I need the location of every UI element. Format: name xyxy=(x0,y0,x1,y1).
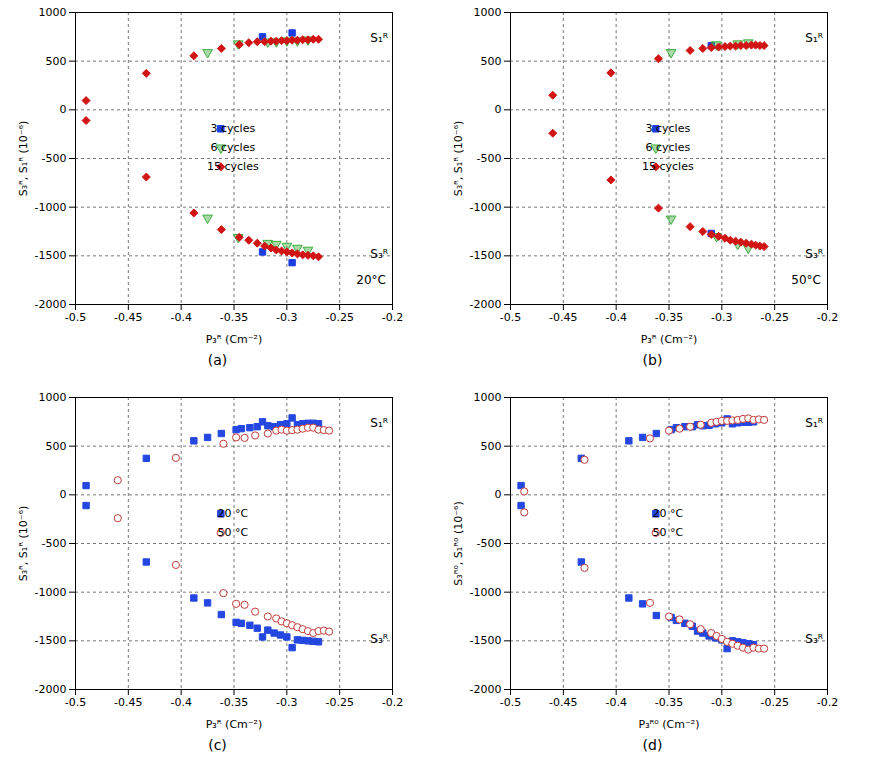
svg-text:3 cycles: 3 cycles xyxy=(210,122,255,135)
svg-text:0: 0 xyxy=(495,488,502,501)
svg-text:-0.2: -0.2 xyxy=(382,696,403,709)
svg-text:S₃ᴿ⁰, S₁ᴿ⁰ (10⁻⁶): S₃ᴿ⁰, S₁ᴿ⁰ (10⁻⁶) xyxy=(452,501,465,586)
svg-text:20°C: 20°C xyxy=(356,273,386,287)
svg-text:S₃ᴿ: S₃ᴿ xyxy=(370,247,388,261)
svg-text:-500: -500 xyxy=(42,537,67,550)
svg-text:P₃ᴿ (Cm⁻²): P₃ᴿ (Cm⁻²) xyxy=(206,333,263,346)
svg-text:15 cycles: 15 cycles xyxy=(642,160,694,173)
svg-text:1000: 1000 xyxy=(39,391,67,404)
svg-text:500: 500 xyxy=(481,440,502,453)
svg-text:S₁ᴿ: S₁ᴿ xyxy=(370,416,388,430)
svg-text:1000: 1000 xyxy=(474,6,502,19)
svg-text:-0.5: -0.5 xyxy=(65,311,86,324)
svg-text:-0.4: -0.4 xyxy=(170,311,191,324)
svg-text:P₃ᴿ (Cm⁻²): P₃ᴿ (Cm⁻²) xyxy=(641,333,698,346)
svg-text:S₁ᴿ: S₁ᴿ xyxy=(370,31,388,45)
svg-text:3 cycles: 3 cycles xyxy=(645,122,690,135)
svg-text:-0.4: -0.4 xyxy=(170,696,191,709)
svg-text:-2000: -2000 xyxy=(470,298,502,311)
svg-text:-0.25: -0.25 xyxy=(325,696,353,709)
svg-text:50°C: 50°C xyxy=(791,273,821,287)
svg-text:20 °C: 20 °C xyxy=(217,507,248,520)
svg-text:500: 500 xyxy=(46,55,67,68)
svg-text:-0.4: -0.4 xyxy=(605,696,626,709)
svg-text:-1500: -1500 xyxy=(35,249,67,262)
svg-text:S₃ᴿ, S₁ᴿ (10⁻⁶): S₃ᴿ, S₁ᴿ (10⁻⁶) xyxy=(452,121,465,197)
svg-text:-2000: -2000 xyxy=(35,683,67,696)
svg-text:-0.3: -0.3 xyxy=(276,311,297,324)
svg-text:-1500: -1500 xyxy=(470,634,502,647)
svg-text:P₃ᴿ (Cm⁻²): P₃ᴿ (Cm⁻²) xyxy=(206,718,263,731)
svg-text:-0.35: -0.35 xyxy=(655,311,683,324)
svg-text:-0.25: -0.25 xyxy=(760,696,788,709)
svg-text:-0.2: -0.2 xyxy=(817,696,838,709)
svg-text:S₃ᴿ: S₃ᴿ xyxy=(805,632,823,646)
html-text:(b): (b) xyxy=(642,352,663,368)
svg-text:0: 0 xyxy=(60,488,67,501)
svg-text:S₃ᴿ, S₁ᴿ (10⁻⁶): S₃ᴿ, S₁ᴿ (10⁻⁶) xyxy=(17,121,30,197)
svg-text:-1000: -1000 xyxy=(470,201,502,214)
svg-text:1000: 1000 xyxy=(474,391,502,404)
svg-text:-0.35: -0.35 xyxy=(220,696,248,709)
svg-text:-1000: -1000 xyxy=(35,586,67,599)
svg-text:-0.5: -0.5 xyxy=(500,696,521,709)
svg-text:-0.45: -0.45 xyxy=(549,696,577,709)
html-text:(c): (c) xyxy=(208,737,227,753)
svg-text:-0.5: -0.5 xyxy=(500,311,521,324)
html-text:(d): (d) xyxy=(642,737,663,753)
svg-text:S₃ᴿ, S₁ᴿ (10⁻⁶): S₃ᴿ, S₁ᴿ (10⁻⁶) xyxy=(17,506,30,582)
svg-text:6 cycles: 6 cycles xyxy=(645,141,690,154)
svg-text:1000: 1000 xyxy=(39,6,67,19)
html-text:(a): (a) xyxy=(207,352,228,368)
svg-text:6 cycles: 6 cycles xyxy=(210,141,255,154)
svg-text:S₁ᴿ: S₁ᴿ xyxy=(805,31,823,45)
svg-text:20 °C: 20 °C xyxy=(652,507,683,520)
svg-text:-2000: -2000 xyxy=(35,298,67,311)
svg-text:-0.45: -0.45 xyxy=(114,311,142,324)
svg-text:-500: -500 xyxy=(42,152,67,165)
svg-text:500: 500 xyxy=(481,55,502,68)
svg-text:-500: -500 xyxy=(477,152,502,165)
svg-text:-1500: -1500 xyxy=(35,634,67,647)
svg-text:15 cycles: 15 cycles xyxy=(207,160,259,173)
svg-text:-1500: -1500 xyxy=(470,249,502,262)
svg-text:-0.2: -0.2 xyxy=(382,311,403,324)
svg-text:S₃ᴿ: S₃ᴿ xyxy=(370,632,388,646)
svg-text:-1000: -1000 xyxy=(470,586,502,599)
svg-text:-0.45: -0.45 xyxy=(549,311,577,324)
svg-text:P₃ᴿ⁰ (Cm⁻²): P₃ᴿ⁰ (Cm⁻²) xyxy=(639,718,700,731)
svg-text:500: 500 xyxy=(46,440,67,453)
svg-text:-0.35: -0.35 xyxy=(655,696,683,709)
svg-text:S₁ᴿ: S₁ᴿ xyxy=(805,416,823,430)
svg-text:-0.35: -0.35 xyxy=(220,311,248,324)
svg-text:-0.3: -0.3 xyxy=(711,311,732,324)
svg-text:-1000: -1000 xyxy=(35,201,67,214)
svg-text:0: 0 xyxy=(60,103,67,116)
svg-text:-0.25: -0.25 xyxy=(760,311,788,324)
svg-text:-0.5: -0.5 xyxy=(65,696,86,709)
svg-text:S₃ᴿ: S₃ᴿ xyxy=(805,247,823,261)
svg-text:-2000: -2000 xyxy=(470,683,502,696)
svg-text:-0.25: -0.25 xyxy=(325,311,353,324)
svg-text:-0.4: -0.4 xyxy=(605,311,626,324)
svg-text:-0.3: -0.3 xyxy=(276,696,297,709)
svg-text:-0.3: -0.3 xyxy=(711,696,732,709)
svg-text:50 °C: 50 °C xyxy=(652,526,683,539)
svg-text:0: 0 xyxy=(495,103,502,116)
svg-text:-500: -500 xyxy=(477,537,502,550)
svg-text:-0.45: -0.45 xyxy=(114,696,142,709)
svg-text:-0.2: -0.2 xyxy=(817,311,838,324)
svg-text:50 °C: 50 °C xyxy=(217,526,248,539)
